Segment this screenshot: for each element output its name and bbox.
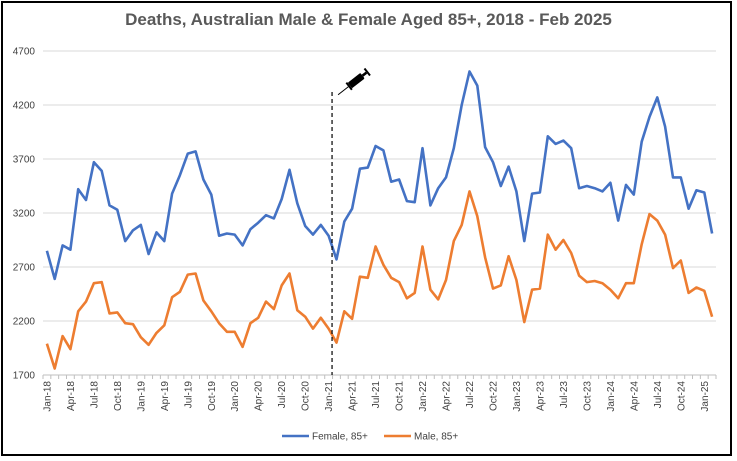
- y-tick-label: 2200: [13, 317, 36, 328]
- x-tick-label: Jan-21: [324, 381, 335, 412]
- x-tick-label: Jan-24: [606, 381, 617, 412]
- series-lines: [45, 70, 714, 370]
- x-tick-label: Apr-21: [348, 381, 359, 411]
- x-tick-label: Jan-25: [700, 381, 711, 412]
- vaccine-annotation: [331, 67, 371, 375]
- y-tick-label: 1700: [13, 371, 36, 382]
- x-tick-label: Oct-20: [301, 381, 312, 411]
- legend-label: Male, 85+: [414, 432, 458, 443]
- y-axis-ticks: 1700 2200 2700 3200 3700 4200 4700: [13, 47, 36, 382]
- x-tick-label: Jul-24: [653, 381, 664, 409]
- y-tick-label: 3700: [13, 155, 36, 166]
- x-tick-label: Jul-23: [559, 381, 570, 409]
- x-tick-label: Apr-24: [629, 381, 640, 411]
- x-tick-label: Jan-19: [136, 381, 147, 412]
- legend: Female, 85+ Male, 85+: [282, 432, 458, 443]
- y-tick-label: 4200: [13, 101, 36, 112]
- y-tick-label: 3200: [13, 209, 36, 220]
- gridlines: [43, 50, 716, 376]
- syringe-icon: [337, 67, 371, 96]
- legend-label: Female, 85+: [312, 432, 368, 443]
- x-tick-label: Jul-18: [89, 381, 100, 409]
- x-tick-label: Jan-20: [230, 381, 241, 412]
- y-tick-label: 2700: [13, 263, 36, 274]
- x-tick-label: Oct-21: [395, 381, 406, 411]
- x-tick-label: Jan-22: [418, 381, 429, 412]
- x-tick-label: Jul-19: [183, 381, 194, 409]
- x-tick-label: Oct-22: [488, 381, 499, 411]
- x-axis: Jan-18 Apr-18 Jul-18 Oct-18 Jan-19 Apr-19 Jul-…: [42, 375, 717, 412]
- x-tick-label: Apr-20: [254, 381, 265, 411]
- x-tick-label: Oct-19: [207, 381, 218, 411]
- chart-title: Deaths, Australian Male & Female Aged 85…: [125, 10, 612, 29]
- x-tick-label: Jul-21: [371, 381, 382, 409]
- x-tick-label: Oct-24: [676, 381, 687, 411]
- series-line: [45, 190, 714, 370]
- x-tick-label: Jul-20: [277, 381, 288, 409]
- series-line: [45, 70, 714, 281]
- x-tick-label: Oct-23: [582, 381, 593, 411]
- x-tick-label: Jan-18: [42, 381, 53, 412]
- x-tick-label: Apr-18: [66, 381, 77, 411]
- x-tick-label: Apr-23: [535, 381, 546, 411]
- x-tick-label: Oct-18: [113, 381, 124, 411]
- x-tick-label: Jan-23: [512, 381, 523, 412]
- x-tick-label: Jul-22: [465, 381, 476, 409]
- y-tick-label: 4700: [13, 47, 36, 58]
- x-tick-label: Apr-19: [160, 381, 171, 411]
- x-tick-label: Apr-22: [442, 381, 453, 411]
